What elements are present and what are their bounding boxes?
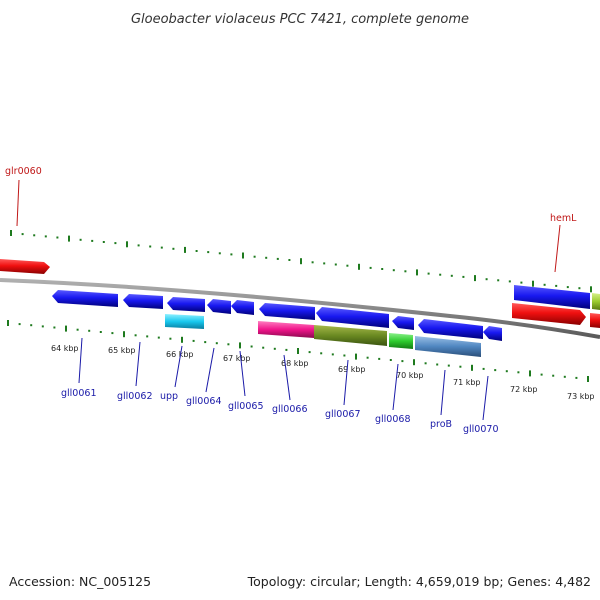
kbp-label: 66 kbp xyxy=(166,350,194,359)
kbp-label: 69 kbp xyxy=(338,365,366,374)
inner-tick-marks xyxy=(7,320,589,382)
gene-arrow-glr0060[interactable] xyxy=(0,259,50,274)
gene-arrow-gll0064[interactable] xyxy=(207,299,231,314)
gene-arrow-gll0062[interactable] xyxy=(123,294,163,309)
gene-label-hemL[interactable]: hemL xyxy=(550,213,577,224)
gene-label-gll0066[interactable]: gll0066 xyxy=(272,404,308,415)
gene-arrow-red-right[interactable] xyxy=(590,313,600,328)
gene-arrow-gll0070[interactable] xyxy=(483,326,502,341)
kbp-label: 73 kbp xyxy=(567,392,595,401)
gene-arrow-gll0061[interactable] xyxy=(52,290,118,307)
gene-arrow-hemL-blue[interactable] xyxy=(514,285,590,309)
gene-label-gll0070[interactable]: gll0070 xyxy=(463,424,499,435)
kbp-label: 72 kbp xyxy=(510,385,538,394)
gene-arrow-gll0067[interactable] xyxy=(316,307,389,328)
outer-tick-marks xyxy=(10,230,592,293)
kbp-label: 68 kbp xyxy=(281,359,309,368)
gene-labels: glr0060 gll0061 gll0062 upp gll0064 gll0… xyxy=(5,166,577,435)
kbp-label: 70 kbp xyxy=(396,371,424,380)
feature-block-green[interactable] xyxy=(389,333,413,349)
gene-arrow-gll0066[interactable] xyxy=(259,303,315,320)
forward-strand xyxy=(0,259,600,328)
gene-label-glr0060[interactable]: glr0060 xyxy=(5,166,42,177)
kbp-label: 65 kbp xyxy=(108,346,136,355)
kbp-label: 71 kbp xyxy=(453,378,481,387)
gene-arrow-proB[interactable] xyxy=(418,319,483,339)
topology-text: Topology: circular; Length: 4,659,019 bp… xyxy=(247,574,591,589)
kbp-label: 64 kbp xyxy=(51,344,79,353)
gene-arrow-gll0068[interactable] xyxy=(392,316,414,330)
gene-label-gll0062[interactable]: gll0062 xyxy=(117,391,153,402)
reverse-strand xyxy=(52,290,502,357)
gene-arrow-gll0065[interactable] xyxy=(231,300,254,315)
gene-label-upp[interactable]: upp xyxy=(160,391,178,402)
gene-label-proB[interactable]: proB xyxy=(430,419,452,430)
page-title: Gloeobacter violaceus PCC 7421, complete… xyxy=(131,12,469,27)
kbp-labels: 64 kbp 65 kbp 66 kbp 67 kbp 68 kbp 69 kb… xyxy=(51,344,595,401)
gene-label-gll0064[interactable]: gll0064 xyxy=(186,396,222,407)
gene-arrow-hemL[interactable] xyxy=(512,303,586,325)
gene-label-gll0067[interactable]: gll0067 xyxy=(325,409,361,420)
kbp-label: 67 kbp xyxy=(223,354,251,363)
feature-block-olive[interactable] xyxy=(314,325,387,346)
gene-arrow-upp[interactable] xyxy=(167,297,205,312)
gene-callouts xyxy=(16,179,561,421)
gene-label-gll0068[interactable]: gll0068 xyxy=(375,414,411,425)
feature-block-steel[interactable] xyxy=(415,336,481,357)
genome-backbone xyxy=(0,278,600,339)
gene-label-gll0065[interactable]: gll0065 xyxy=(228,401,264,412)
gene-label-gll0061[interactable]: gll0061 xyxy=(61,388,97,399)
accession-text: Accession: NC_005125 xyxy=(9,574,151,589)
feature-block-cyan[interactable] xyxy=(165,314,204,329)
feature-block-pink[interactable] xyxy=(258,321,314,338)
gene-arrow-lime[interactable] xyxy=(592,293,600,310)
